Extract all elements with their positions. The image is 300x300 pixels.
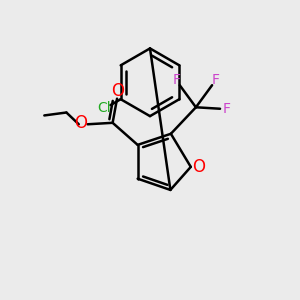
Text: O: O: [192, 158, 205, 176]
Text: F: F: [172, 73, 180, 87]
Text: O: O: [75, 114, 88, 132]
Text: F: F: [223, 102, 230, 116]
Text: O: O: [111, 82, 124, 100]
Text: F: F: [212, 73, 220, 87]
Text: Cl: Cl: [97, 101, 111, 115]
